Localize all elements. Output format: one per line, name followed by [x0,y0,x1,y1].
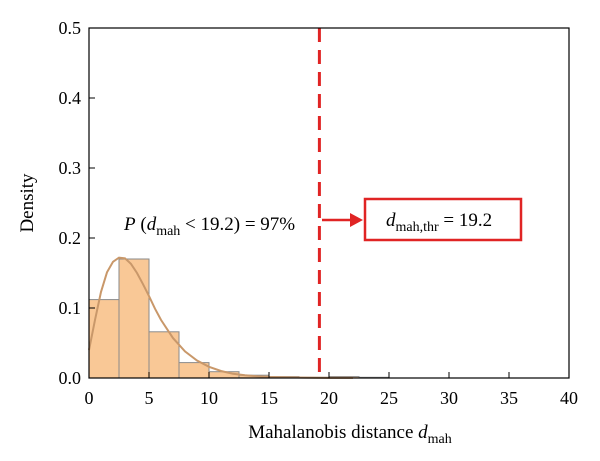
y-axis-label: Density [17,173,38,233]
x-tick-label: 0 [85,388,94,408]
y-axis-ticks: 0.0 0.1 0.2 0.3 0.4 0.5 [59,18,95,388]
histogram-bar-0 [88,299,120,379]
x-tick-label: 40 [560,388,578,408]
density-curve [88,256,354,379]
threshold-arrow [322,213,363,227]
x-axis-label: Mahalanobis distance dmah [248,422,452,447]
y-tick-label: 0.5 [59,18,82,38]
x-tick-label: 30 [440,388,458,408]
threshold-box-label: dmah,thr = 19.2 [386,210,492,235]
x-tick-label: 20 [320,388,338,408]
x-tick-label: 25 [380,388,398,408]
x-tick-label: 15 [260,388,278,408]
y-tick-label: 0.1 [59,298,82,318]
x-tick-label: 5 [145,388,154,408]
histogram-bars [88,258,390,379]
y-tick-label: 0.2 [59,228,82,248]
y-tick-label: 0.0 [59,368,82,388]
x-tick-label: 35 [500,388,518,408]
y-tick-label: 0.4 [59,88,82,108]
histogram-bar-1 [118,258,150,379]
threshold-box [363,197,523,242]
y-tick-label: 0.3 [59,158,82,178]
x-axis-ticks: 0 5 10 15 20 25 30 35 40 [85,372,578,408]
x-tick-label: 10 [200,388,218,408]
probability-annotation: P (dmah < 19.2) = 97% [123,214,295,239]
